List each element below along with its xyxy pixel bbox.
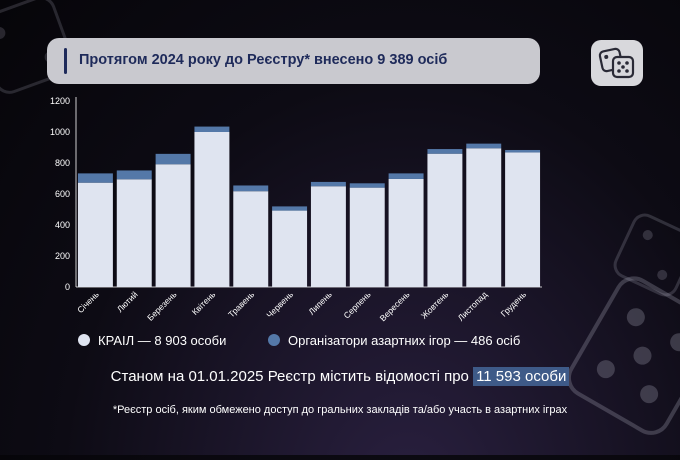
bar-organizers — [272, 206, 308, 211]
bar-organizers — [77, 173, 113, 183]
x-tick-label: Жовтень — [419, 289, 451, 321]
y-tick-label: 400 — [55, 220, 70, 230]
title-accent-bar — [64, 48, 67, 74]
bar-organizers — [116, 170, 152, 180]
bar-organizers — [466, 143, 502, 149]
y-tick-label: 1200 — [50, 96, 70, 106]
bar-krail — [194, 132, 230, 287]
bar-chart: 0 200 400 600 800 1000 1200 Січень Лютий Березень… — [50, 96, 541, 323]
bar-organizers — [505, 149, 541, 153]
bar-krail — [388, 178, 424, 287]
bar-organizers — [388, 173, 424, 179]
y-tick-label: 200 — [55, 251, 70, 261]
dice-icon — [598, 47, 635, 79]
logo-badge — [591, 40, 643, 86]
summary-prefix: Станом на 01.01.2025 Реєстр містить відо… — [110, 368, 469, 385]
x-tick-label: Листопад — [456, 289, 490, 323]
bar-organizers — [427, 149, 463, 154]
bar-krail — [427, 153, 463, 287]
y-tick-label: 800 — [55, 158, 70, 168]
x-tick-label: Травень — [226, 289, 256, 319]
bar-krail — [466, 148, 502, 287]
legend-item-organizers: Організатори азартних ігор — 486 осіб — [268, 333, 520, 348]
x-tick-label: Вересень — [378, 289, 412, 323]
bar-krail — [505, 152, 541, 287]
y-tick-label: 0 — [65, 282, 70, 292]
summary-text: Станом на 01.01.2025 Реєстр містить відо… — [0, 367, 680, 386]
legend-swatch-organizers — [268, 334, 280, 346]
bar-organizers — [349, 183, 385, 188]
bar-krail — [116, 179, 152, 287]
x-tick-label: Серпень — [342, 289, 374, 321]
x-tick-label: Квітень — [190, 289, 218, 317]
y-tick-label: 1000 — [50, 127, 70, 137]
bar-krail — [233, 191, 269, 287]
bar-organizers — [194, 126, 230, 132]
legend-label-krail: КРАІЛ — 8 903 особи — [98, 333, 227, 348]
bar-krail — [77, 182, 113, 287]
bar-krail — [272, 210, 308, 287]
bar-organizers — [310, 181, 346, 187]
x-tick-label: Березень — [145, 289, 179, 323]
y-tick-label: 600 — [55, 189, 70, 199]
x-tick-label: Липень — [306, 289, 334, 317]
bar-krail — [349, 187, 385, 287]
legend-label-organizers: Організатори азартних ігор — 486 осіб — [288, 333, 521, 348]
legend-item-krail: КРАІЛ — 8 903 особи — [78, 333, 226, 348]
x-tick-label: Січень — [75, 289, 101, 315]
x-tick-label: Червень — [264, 289, 295, 320]
bar-organizers — [155, 153, 191, 165]
x-tick-label: Лютий — [115, 289, 140, 314]
bar-organizers — [233, 185, 269, 192]
title-banner: Протягом 2024 року до Реєстру* внесено 9… — [47, 38, 540, 84]
x-tick-label: Грудень — [499, 289, 529, 319]
bar-krail — [310, 186, 346, 287]
legend-swatch-krail — [78, 334, 90, 346]
bar-krail — [155, 164, 191, 287]
summary-highlight: 11 593 особи — [473, 367, 570, 386]
page-title: Протягом 2024 року до Реєстру* внесено 9… — [79, 52, 448, 68]
footnote: *Реєстр осіб, яким обмежено доступ до гр… — [112, 404, 568, 416]
